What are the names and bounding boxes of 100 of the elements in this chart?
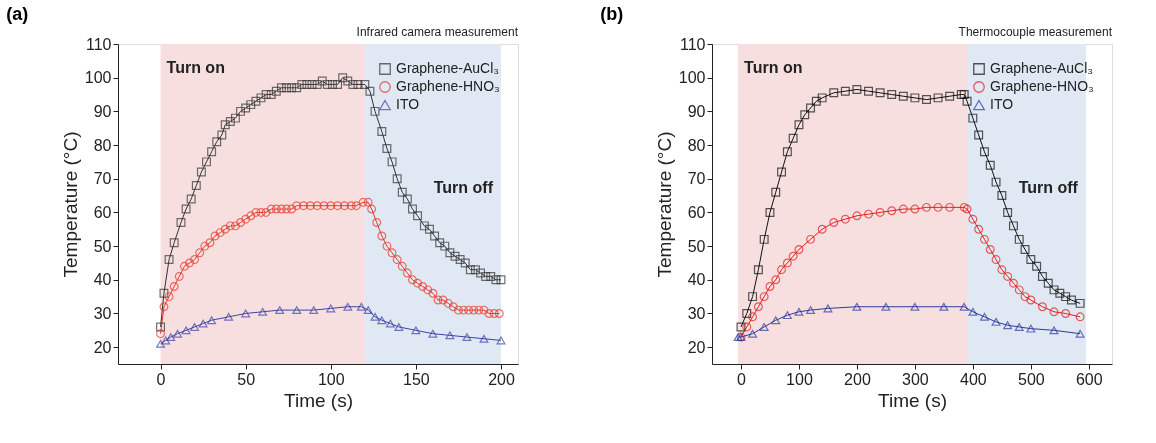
point [1075,298,1085,308]
point [945,202,955,212]
y-tick-label: 80 [687,136,706,154]
point [326,304,336,313]
x-tick-label: 200 [488,370,515,388]
point [817,93,827,103]
point [782,147,792,157]
point [968,113,978,123]
point [864,86,873,96]
point [181,326,191,335]
point [753,265,763,275]
point [840,86,850,96]
point [933,93,943,103]
point [968,214,978,224]
point [445,331,455,340]
point [771,275,781,285]
point [852,211,862,221]
point [765,282,775,291]
point [292,306,302,315]
chart-title: (a) [6,4,29,24]
point [898,91,908,101]
point [462,333,472,342]
point [829,218,839,227]
point [997,191,1007,201]
point [887,206,897,216]
point [788,251,798,261]
point [275,306,285,315]
legend-label: ITO [990,96,1014,112]
point [1003,321,1013,330]
point [794,245,804,254]
point [782,311,792,320]
chart-title: (b) [600,4,624,24]
y-tick-label: 90 [93,102,112,120]
y-axis-title: Temperature (°C) [59,131,81,278]
point [736,322,746,332]
point [207,316,217,325]
point [1003,271,1013,281]
x-axis-title: Time (s) [284,389,353,411]
y-tick-label: 30 [687,304,706,322]
point [258,307,268,316]
point [1049,285,1059,295]
point [1003,207,1013,217]
x-tick-label: 0 [156,370,166,388]
point [377,316,387,325]
y-tick-label: 110 [85,35,112,53]
point [794,307,804,316]
point [959,90,969,99]
point [1026,324,1036,333]
x-tick-label: 400 [960,370,987,388]
point [991,177,1001,187]
point [806,103,816,113]
y-tick-label: 60 [93,203,112,221]
y-tick-label: 70 [687,170,706,188]
y-tick-label: 80 [93,136,112,154]
chart-subtitle: Infrared camera measurement [356,25,519,39]
y-tick-label: 40 [687,271,706,289]
point [922,202,931,212]
point [1014,285,1024,295]
point [806,234,816,244]
y-tick-label: 20 [687,338,706,356]
point [1066,295,1076,305]
point [945,91,955,101]
point [198,319,208,328]
point [979,312,989,321]
point [811,96,821,106]
x-tick-label: 50 [237,370,256,388]
point [748,329,758,338]
x-tick-label: 100 [317,370,345,388]
point [428,329,438,338]
point [1075,329,1085,338]
y-tick-label: 100 [84,69,112,87]
point [759,322,769,331]
point [241,309,251,318]
point [1026,255,1036,265]
point [864,209,873,219]
point [496,336,506,345]
point [1020,292,1030,302]
point [759,234,769,244]
x-axis-title: Time (s) [878,389,947,411]
point [840,214,850,224]
y-axis-title: Temperature (°C) [653,131,675,278]
point [829,88,839,98]
point [343,302,353,311]
point [852,302,862,311]
point [748,292,758,302]
point [190,322,200,331]
y-tick-label: 60 [687,203,706,221]
legend-label: ITO [396,96,420,112]
y-tick-label: 50 [93,237,112,255]
point [161,336,171,345]
point [782,258,792,268]
point [985,245,995,254]
point [173,329,183,338]
point [1014,322,1024,331]
point [939,302,949,311]
point [759,292,769,302]
point [887,90,897,99]
y-tick-label: 100 [678,69,706,87]
point [753,302,763,312]
band-label: Turn off [433,179,494,196]
